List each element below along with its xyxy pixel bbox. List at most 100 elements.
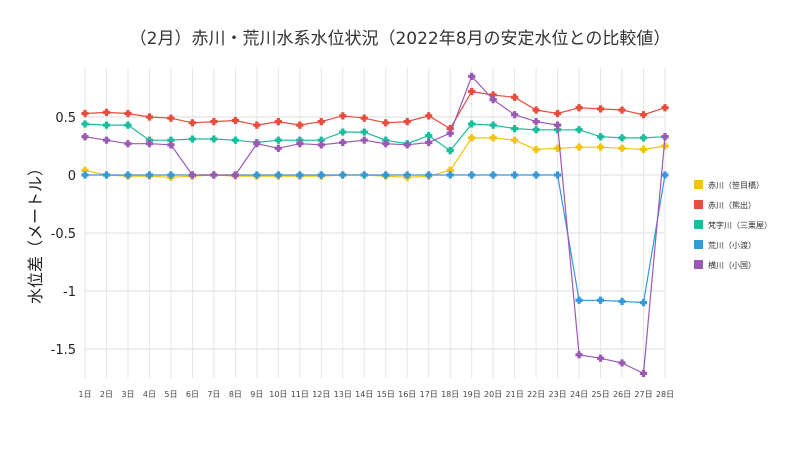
x-tick-label: 26日	[613, 390, 631, 399]
data-point	[468, 120, 476, 128]
x-tick-label: 6日	[186, 390, 199, 399]
x-tick-label: 24日	[570, 390, 588, 399]
y-tick-labels: 0.5 0 -0.5 -1 -1.5	[51, 111, 76, 358]
x-tick-label: 9日	[250, 390, 263, 399]
x-tick-label: 10日	[269, 390, 287, 399]
legend-label: 荒川（小渡）	[708, 240, 756, 250]
data-point	[124, 171, 132, 179]
data-point	[511, 171, 519, 179]
data-point	[382, 119, 390, 127]
x-tick-label: 19日	[463, 390, 481, 399]
data-point	[511, 125, 519, 133]
data-point	[253, 121, 261, 129]
legend: 赤川（笹目橋） 赤川（熊出） 梵字川（三栗屋） 荒川（小渡） 横川（小国）	[694, 180, 772, 270]
y-tick-label: 0.5	[55, 111, 76, 126]
x-tick-label: 3日	[121, 390, 134, 399]
x-tick-label: 4日	[143, 390, 156, 399]
data-point	[639, 299, 648, 307]
data-point	[210, 118, 218, 126]
data-point	[253, 171, 261, 179]
data-point	[511, 111, 519, 119]
data-point	[489, 134, 497, 142]
data-point	[274, 136, 282, 144]
data-point	[639, 111, 648, 119]
data-point	[145, 140, 154, 148]
data-point	[596, 354, 605, 362]
data-point	[124, 109, 132, 118]
data-point	[210, 135, 218, 143]
data-point	[81, 133, 89, 141]
data-point	[81, 166, 89, 174]
x-tick-label: 13日	[334, 390, 352, 399]
series-line	[84, 123, 666, 152]
data-point	[231, 171, 239, 179]
data-point	[102, 108, 111, 116]
data-point	[317, 136, 325, 144]
data-point	[102, 121, 111, 129]
data-point	[425, 171, 433, 179]
data-point	[231, 136, 239, 144]
data-point	[575, 143, 583, 151]
series	[81, 171, 669, 307]
x-tick-labels: 1日 2日 3日 4日 5日 6日 7日 8日 9日 10日 11日 12日 13日 14日 15日 16日 1…	[78, 390, 674, 399]
data-point	[553, 109, 562, 118]
data-point	[296, 171, 304, 179]
data-point	[446, 171, 454, 179]
x-tick-label: 21日	[506, 390, 524, 399]
x-tick-label: 22日	[527, 390, 545, 399]
legend-swatch	[694, 180, 703, 189]
x-tick-label: 25日	[591, 390, 609, 399]
data-point	[661, 142, 669, 150]
data-point	[296, 140, 304, 148]
data-point	[188, 171, 197, 179]
data-point	[360, 136, 368, 144]
data-point	[532, 106, 540, 114]
series-line	[84, 90, 666, 130]
data-point	[167, 114, 175, 122]
x-tick-label: 11日	[291, 390, 309, 399]
data-point	[296, 121, 304, 129]
data-point	[210, 171, 218, 179]
data-point	[575, 126, 583, 134]
data-point	[468, 72, 476, 80]
data-point	[425, 112, 433, 120]
data-point	[511, 136, 519, 144]
data-point	[532, 145, 540, 154]
data-point	[532, 126, 540, 134]
legend-label: 赤川（熊出）	[708, 200, 756, 210]
data-point	[532, 171, 540, 179]
data-point	[618, 297, 626, 306]
data-point	[618, 134, 626, 142]
chart-title: （2月）赤川・荒川水系水位状況（2022年8月の安定水位との比較値）	[129, 29, 671, 49]
legend-swatch	[694, 220, 703, 229]
legend-label: 横川（小国）	[708, 260, 756, 270]
data-point	[382, 140, 390, 148]
data-point	[317, 118, 325, 126]
data-point	[553, 171, 562, 179]
x-tick-label: 14日	[355, 390, 373, 399]
data-point	[102, 171, 111, 179]
y-tick-label: -1	[63, 285, 76, 300]
data-point	[446, 147, 454, 155]
data-point	[317, 141, 325, 149]
x-tick-label: 27日	[634, 390, 652, 399]
data-point	[81, 120, 89, 128]
data-point	[145, 171, 154, 179]
x-tick-label: 20日	[484, 390, 502, 399]
data-point	[553, 121, 562, 129]
data-point	[446, 166, 454, 174]
data-point	[124, 121, 132, 129]
data-point	[639, 369, 648, 377]
legend-swatch	[694, 240, 703, 249]
data-point	[575, 104, 583, 112]
data-point	[145, 113, 154, 121]
x-tick-label: 5日	[164, 390, 177, 399]
data-point	[489, 91, 497, 99]
x-tick-label: 28日	[656, 390, 674, 399]
data-point	[360, 171, 368, 179]
data-point	[661, 171, 669, 179]
data-point	[231, 116, 239, 125]
x-tick-label: 2日	[100, 390, 113, 399]
y-axis-label: 水位差（メートル）	[26, 160, 45, 304]
